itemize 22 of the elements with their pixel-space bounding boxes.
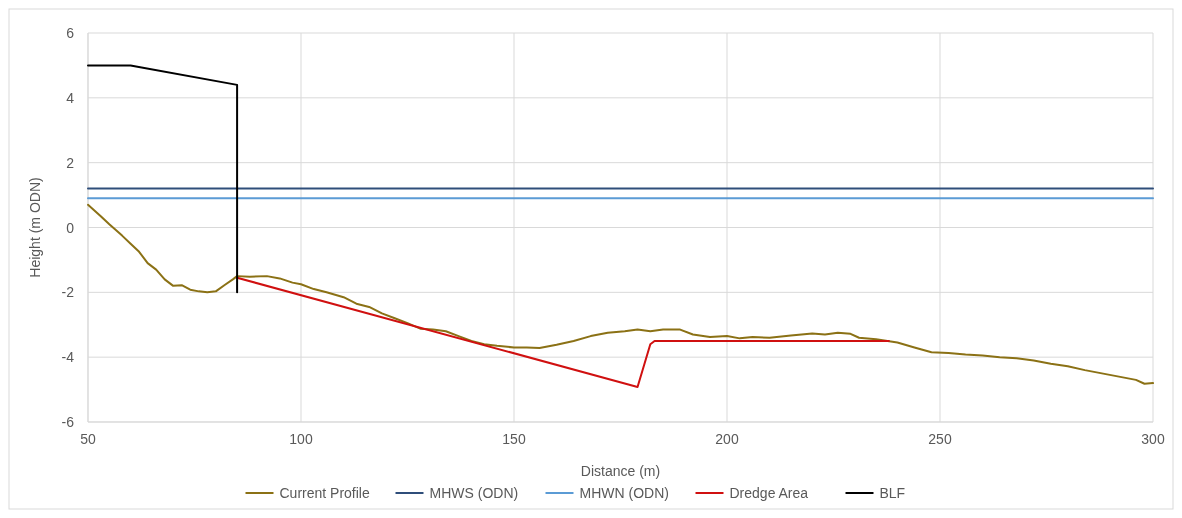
legend-label: MHWN (ODN) [579, 485, 669, 501]
x-axis-title: Distance (m) [580, 463, 661, 479]
y-tick-label: -2 [61, 284, 75, 301]
x-tick-label: 300 [1141, 431, 1165, 447]
y-tick-label: -4 [61, 349, 75, 366]
y-axis-title: Height (m ODN) [27, 177, 43, 278]
y-tick-label: 0 [66, 219, 75, 236]
legend-label: MHWS (ODN) [429, 485, 519, 501]
y-tick-label: 6 [66, 25, 75, 41]
x-tick-label: 100 [289, 431, 313, 447]
y-tick-label: 4 [66, 89, 75, 106]
x-tick-label: 200 [715, 431, 739, 447]
legend-label: BLF [879, 485, 906, 501]
x-tick-label: 250 [928, 431, 952, 447]
legend-label: Current Profile [279, 485, 370, 501]
y-tick-label: -6 [61, 414, 75, 430]
line-series [87, 203, 1154, 385]
y-tick-label: 2 [66, 154, 75, 171]
line-series [236, 276, 890, 388]
legend-label: Dredge Area [729, 485, 809, 501]
x-tick-label: 50 [80, 431, 96, 447]
x-tick-label: 150 [502, 431, 526, 447]
